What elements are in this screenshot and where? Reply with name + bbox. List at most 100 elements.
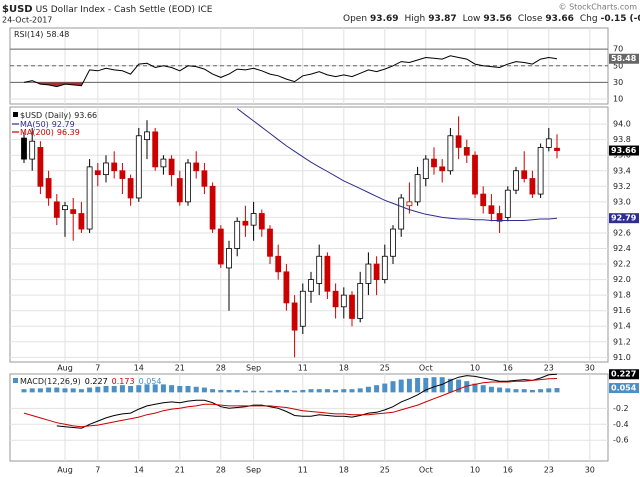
x-tick-label: 18 <box>339 466 349 475</box>
y-tick-label: 93.4 <box>613 166 631 175</box>
histogram-bar <box>423 377 429 393</box>
histogram-bar <box>218 389 224 393</box>
stat-change-pct: (-0.16%) <box>630 14 640 24</box>
x-tick-label: 7 <box>95 364 100 373</box>
candle-body <box>135 135 142 199</box>
histogram-bar <box>226 389 232 393</box>
y-tick-label: 91.8 <box>613 291 631 300</box>
legend-value: 58.48 <box>46 30 69 39</box>
histogram-bar <box>177 385 183 393</box>
value-box-label: 93.66 <box>611 146 637 155</box>
y-tick-label: 94.0 <box>613 120 631 129</box>
value-box <box>609 213 639 224</box>
x-tick-label: 18 <box>339 364 349 373</box>
candle-body <box>275 255 282 273</box>
stat-value: 93.87 <box>428 14 456 24</box>
panel-legend: MA(200) 96.39 <box>20 128 80 137</box>
histogram-bar <box>480 385 486 393</box>
y-tick-label: 70 <box>613 45 623 54</box>
value-box-label: 0.227 <box>611 370 636 379</box>
x-tick-label: 25 <box>380 364 390 373</box>
panel-legend: MA(50) 92.79 <box>20 120 75 129</box>
candle-body <box>496 213 503 222</box>
candle-body <box>381 255 388 280</box>
histogram-bar <box>406 378 412 393</box>
histogram-bar <box>382 383 388 393</box>
histogram-bar <box>169 385 175 393</box>
y-tick-label: 10 <box>613 95 623 104</box>
candle-body <box>283 271 290 304</box>
histogram-bar <box>152 384 158 393</box>
candle-body <box>217 228 224 265</box>
candle-body <box>463 147 470 156</box>
candle-body <box>144 131 150 141</box>
x-tick-label: 30 <box>585 364 595 373</box>
y-tick-label: 93.8 <box>613 135 631 144</box>
legend-name: MA(50) <box>20 120 49 129</box>
candle-body <box>414 174 421 203</box>
histogram-bar <box>365 386 371 393</box>
candle-body <box>111 162 118 172</box>
legend-value: 96.39 <box>57 128 80 137</box>
candle-body <box>119 170 126 179</box>
panel-legend: $USD (Daily) 93.66 <box>20 111 97 120</box>
legend-value: 92.79 <box>52 120 75 129</box>
histogram-bar <box>242 390 248 393</box>
candle-body <box>554 147 560 151</box>
candle-body <box>185 162 191 203</box>
histogram-bar <box>488 386 494 393</box>
x-tick-label: 28 <box>216 466 226 475</box>
legend-name: MA(200) <box>20 128 54 137</box>
x-tick-label: 10 <box>470 364 480 373</box>
oversold-fill <box>24 82 557 87</box>
y-tick-label: 92.6 <box>613 228 631 237</box>
x-tick-label: 11 <box>298 364 308 373</box>
candle-body <box>480 193 487 207</box>
panel-legend: RSI(14) 58.48 <box>14 30 69 39</box>
histogram-bar <box>21 389 27 393</box>
candle-body <box>152 131 159 168</box>
value-box <box>609 53 639 64</box>
candle-body <box>127 178 134 199</box>
y-tick-label: 50 <box>613 61 623 70</box>
histogram-bar <box>497 387 503 393</box>
candle-body <box>103 162 109 176</box>
histogram-bar <box>46 387 52 393</box>
candle-body <box>513 170 519 191</box>
histogram-bar <box>201 387 207 393</box>
stat-value: 93.69 <box>370 14 398 24</box>
candle-body <box>447 135 454 172</box>
histogram-bar <box>87 387 93 393</box>
histogram-bar <box>70 388 76 393</box>
y-tick-label: 93.2 <box>613 182 631 191</box>
candle-body <box>406 201 413 207</box>
macd-line <box>23 378 558 428</box>
histogram-bar <box>398 379 404 393</box>
legend-value: 0.054 <box>139 377 162 386</box>
candle-body <box>45 178 52 199</box>
histogram-bar <box>521 389 527 393</box>
histogram-bar <box>513 389 519 393</box>
candle-body <box>168 158 175 176</box>
y-tick-label: -0.6 <box>613 436 629 445</box>
histogram-bar <box>54 387 60 393</box>
x-tick-label: 14 <box>134 466 144 475</box>
histogram-bar <box>275 389 281 393</box>
histogram-bar <box>95 386 101 393</box>
x-tick-label: 30 <box>585 466 595 475</box>
x-tick-label: 28 <box>216 364 226 373</box>
candle-body <box>316 255 323 284</box>
histogram-bar <box>456 379 462 393</box>
histogram-bar <box>210 389 216 393</box>
value-box <box>609 145 639 156</box>
candle-body <box>349 294 355 319</box>
candle-body <box>53 201 60 218</box>
histogram-bar <box>324 389 330 393</box>
candle-body <box>521 170 528 179</box>
stat-label: Close <box>518 14 543 24</box>
stat-label: Low <box>463 14 481 24</box>
histogram-bar <box>431 377 437 393</box>
candle-body <box>160 158 167 168</box>
legend-swatch <box>13 378 18 383</box>
